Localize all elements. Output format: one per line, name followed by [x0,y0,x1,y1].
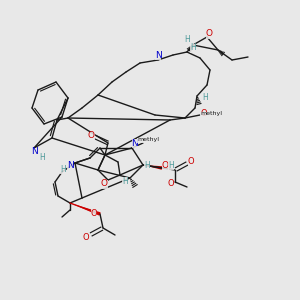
Text: H: H [168,160,174,169]
Text: H: H [122,176,128,185]
Text: O: O [83,232,89,242]
Polygon shape [70,203,100,216]
Text: H: H [39,152,45,161]
Text: O: O [168,179,174,188]
Text: O: O [206,29,212,38]
Text: N: N [32,148,38,157]
Text: O: O [88,131,94,140]
Text: H: H [60,164,66,173]
Polygon shape [143,165,162,170]
Text: methyl: methyl [137,137,159,142]
Text: H: H [190,44,196,52]
Text: H: H [202,94,208,103]
Text: O: O [100,179,107,188]
Text: O: O [188,157,194,166]
Text: O: O [91,208,97,217]
Text: N: N [132,139,138,148]
Text: H: H [184,35,190,44]
Text: O: O [201,110,207,118]
Text: O: O [161,160,169,169]
Text: N: N [154,50,161,59]
Text: H: H [144,161,150,170]
Text: methyl: methyl [200,112,222,116]
Text: N: N [67,161,73,170]
